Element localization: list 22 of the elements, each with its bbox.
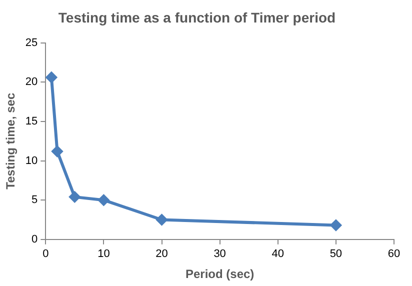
x-axis-title: Period (sec) [185, 267, 254, 282]
chart-title: Testing time as a function of Timer period [58, 9, 336, 26]
x-tick-label: 0 [42, 248, 49, 260]
y-tick-label: 10 [25, 154, 38, 167]
x-tick-label: 40 [272, 248, 284, 260]
y-tick-label: 25 [25, 36, 38, 49]
x-tick-label: 60 [388, 248, 400, 260]
x-tick-label: 50 [330, 248, 342, 260]
point [69, 191, 80, 202]
y-tick-label: 0 [32, 233, 38, 246]
point [98, 194, 110, 206]
point [52, 146, 63, 157]
x-tick-label: 30 [214, 248, 226, 260]
point [46, 72, 57, 83]
point [330, 220, 342, 231]
y-tick-label: 15 [25, 115, 38, 128]
y-tick-label: 5 [32, 194, 38, 206]
x-tick-label: 10 [98, 248, 110, 260]
point [156, 214, 168, 226]
y-axis-title: Testing time, sec [4, 92, 18, 190]
x-tick-label: 20 [156, 248, 168, 260]
y-tick-label: 20 [25, 76, 38, 88]
